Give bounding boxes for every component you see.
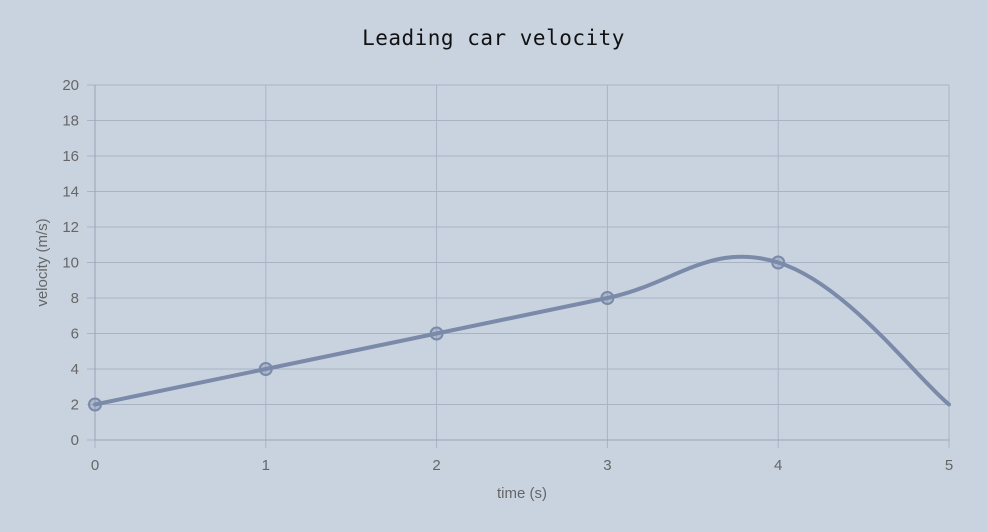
data-point (600, 291, 615, 305)
y-tick-label: 10 (62, 255, 79, 272)
series-line (93, 254, 951, 407)
x-axis-title: time (s) (497, 485, 547, 502)
series (88, 254, 951, 412)
y-tick-label: 4 (71, 361, 79, 378)
y-tick-label: 8 (71, 290, 79, 307)
x-tick-label: 1 (262, 457, 270, 474)
y-tick-label: 16 (62, 148, 79, 165)
x-tick-label: 2 (432, 457, 440, 474)
data-point (771, 255, 786, 270)
data-point (88, 397, 102, 412)
data-point (429, 326, 444, 341)
x-tick-label: 4 (774, 457, 782, 474)
x-tick-label: 0 (91, 457, 99, 474)
data-point (258, 362, 273, 376)
y-tick-label: 6 (71, 326, 79, 343)
x-tick-label: 5 (945, 457, 953, 474)
y-tick-label: 18 (62, 113, 79, 130)
axes (94, 85, 949, 441)
y-tick-label: 20 (62, 77, 79, 94)
x-tick-label: 3 (603, 457, 611, 474)
grid (87, 84, 950, 448)
y-axis-title: velocity (m/s) (34, 218, 51, 306)
y-tick-label: 14 (62, 184, 79, 201)
y-tick-label: 0 (71, 432, 79, 449)
y-tick-label: 12 (62, 219, 79, 236)
y-tick-label: 2 (71, 397, 79, 414)
chart-title: Leading car velocity (362, 26, 625, 50)
